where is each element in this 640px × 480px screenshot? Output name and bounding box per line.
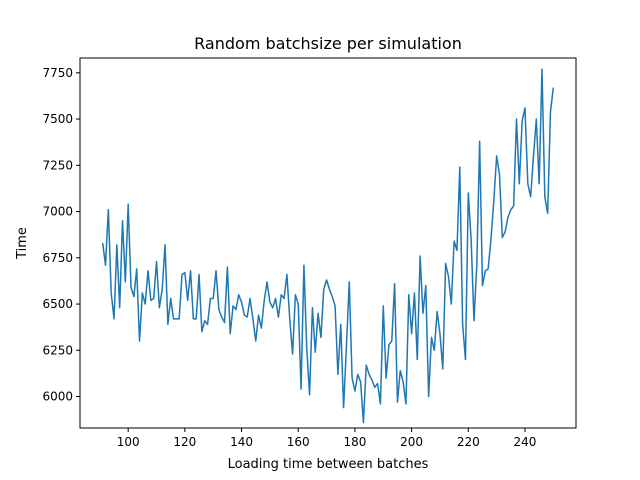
x-tick-label: 220 bbox=[457, 435, 480, 449]
x-axis-label: Loading time between batches bbox=[228, 457, 429, 472]
plot-series bbox=[101, 68, 555, 424]
x-tick-label: 180 bbox=[343, 435, 366, 449]
y-tick-label: 7000 bbox=[42, 205, 73, 219]
x-tick-label: 160 bbox=[287, 435, 310, 449]
y-axis-label: Time bbox=[15, 227, 30, 260]
y-tick-label: 6500 bbox=[42, 297, 73, 311]
chart-title: Random batchsize per simulation bbox=[194, 34, 462, 53]
y-tick-label: 7250 bbox=[42, 158, 73, 172]
plot-frame bbox=[79, 57, 577, 429]
y-tick-label: 6250 bbox=[42, 343, 73, 357]
y-tick-label: 6750 bbox=[42, 251, 73, 265]
y-tick-label: 7500 bbox=[42, 112, 73, 126]
x-axis: 100 120 140 160 180 200 220 240 bbox=[117, 428, 537, 449]
x-tick-label: 140 bbox=[230, 435, 253, 449]
series-line bbox=[101, 68, 555, 424]
y-axis: 6000 6250 6500 6750 7000 7250 7500 7750 bbox=[42, 66, 80, 404]
x-tick-label: 100 bbox=[117, 435, 140, 449]
x-tick-label: 120 bbox=[173, 435, 196, 449]
y-tick-label: 7750 bbox=[42, 66, 73, 80]
y-tick-label: 6000 bbox=[42, 390, 73, 404]
x-tick-label: 200 bbox=[400, 435, 423, 449]
x-tick-label: 240 bbox=[514, 435, 537, 449]
